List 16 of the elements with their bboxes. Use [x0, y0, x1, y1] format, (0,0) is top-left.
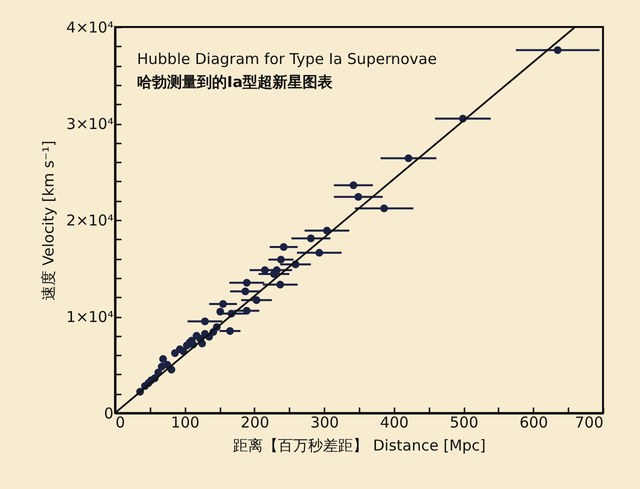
- y-tick-label: 4×10⁴: [66, 18, 114, 36]
- x-tick-label: 500: [450, 414, 478, 432]
- x-tick-label: 300: [310, 414, 339, 432]
- text: Hubble Diagram for Type Ia Supernovae: [137, 50, 437, 68]
- x-tick-label: 400: [380, 414, 409, 432]
- y-tick-label: 2×10⁴: [66, 212, 114, 230]
- x-tick-label: 100: [170, 414, 200, 432]
- y-tick-label: 1×10⁴: [66, 308, 114, 326]
- x-axis-title: 距离【百万秒差距】 Distance [Mpc]: [233, 436, 486, 454]
- x-tick-label: 200: [240, 414, 270, 432]
- text: 哈勃测量到的Ia型超新星图表: [137, 73, 334, 91]
- x-tick-label: 0: [116, 414, 126, 432]
- x-tick-label: 700: [574, 414, 604, 432]
- y-axis-title: 速度 Velocity [km s⁻¹]: [39, 140, 58, 300]
- x-tick-label: 600: [519, 414, 548, 432]
- y-tick-label: 3×10⁴: [66, 115, 114, 133]
